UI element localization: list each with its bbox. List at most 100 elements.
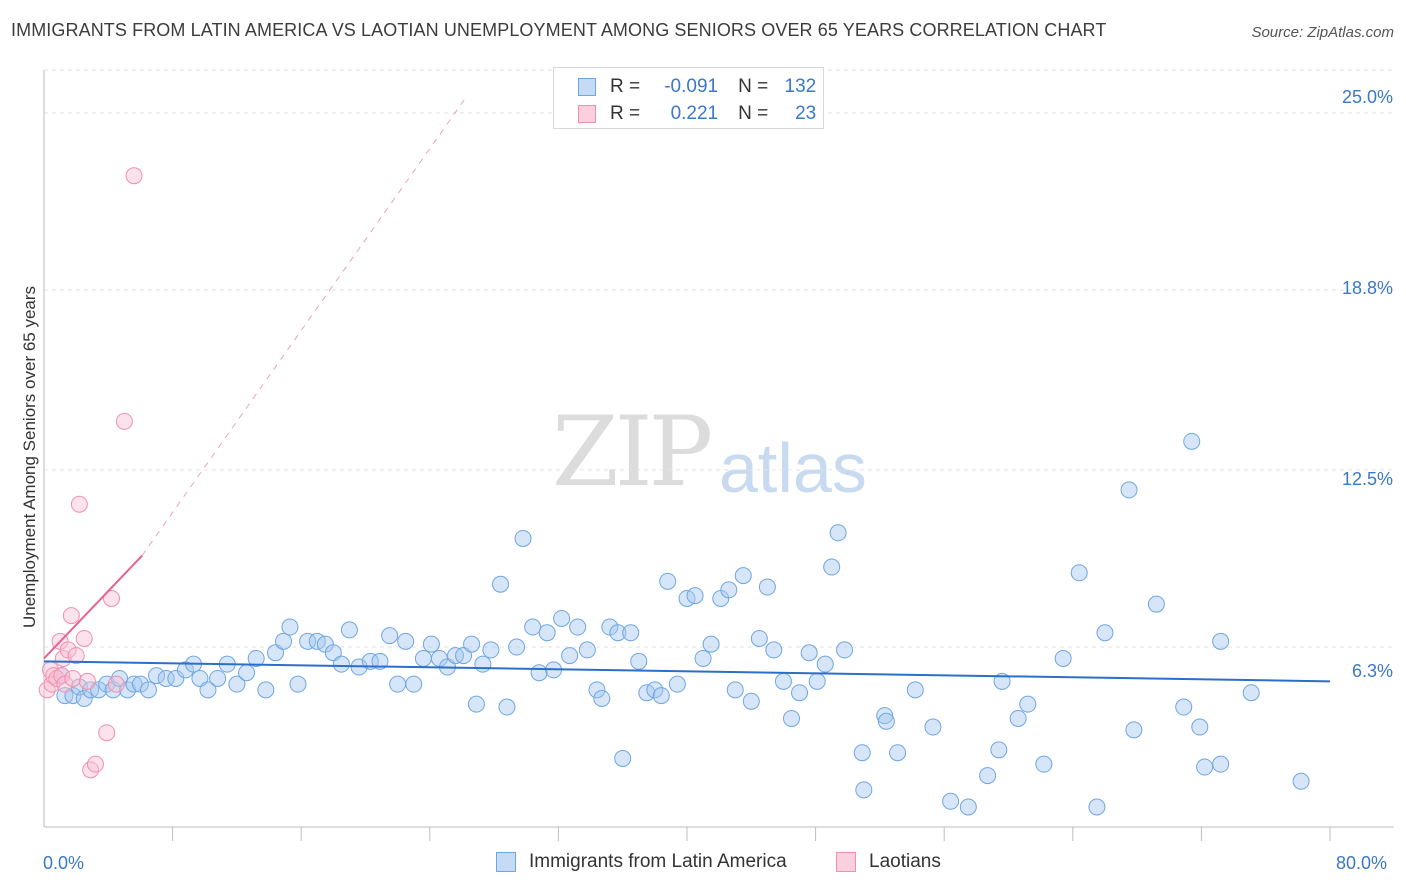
data-point-latin-america xyxy=(609,624,627,642)
data-point-latin-america xyxy=(652,687,670,705)
data-point-latin-america xyxy=(889,744,907,762)
data-point-laotians xyxy=(78,672,96,690)
data-point-latin-america xyxy=(257,681,275,699)
chart-title: IMMIGRANTS FROM LATIN AMERICA VS LAOTIAN… xyxy=(11,20,1107,40)
watermark-atlas: atlas xyxy=(719,429,867,507)
data-point-latin-america xyxy=(614,749,632,767)
y-tick-label-12-5: 12.5% xyxy=(1341,469,1393,489)
data-point-latin-america xyxy=(959,798,977,816)
data-point-laotians xyxy=(62,607,80,625)
data-point-latin-america xyxy=(702,635,720,653)
data-point-laotians xyxy=(82,761,100,779)
data-point-laotians xyxy=(75,629,93,647)
y-tick-label-18-8: 18.8% xyxy=(1341,278,1393,298)
data-point-latin-america xyxy=(876,707,894,725)
legend-r-label: R = xyxy=(610,76,641,97)
data-point-latin-america xyxy=(1292,772,1310,790)
data-point-latin-america xyxy=(289,675,307,693)
legend-n-value: 132 xyxy=(784,76,817,97)
data-point-latin-america xyxy=(1070,564,1088,582)
y-tick-label-6-3: 6.3% xyxy=(1351,661,1393,681)
data-point-latin-america xyxy=(514,529,532,547)
data-point-latin-america xyxy=(686,587,704,605)
data-point-latin-america xyxy=(467,695,485,713)
data-point-laotians xyxy=(70,495,88,513)
data-point-latin-america xyxy=(75,689,93,707)
data-point-laotians xyxy=(64,669,82,687)
data-point-latin-america xyxy=(199,681,217,699)
legend-n-label: N = xyxy=(738,103,769,124)
data-point-latin-america xyxy=(942,792,960,810)
data-point-latin-america xyxy=(1183,432,1201,450)
data-point-latin-america xyxy=(1196,758,1214,776)
data-point-latin-america xyxy=(782,709,800,727)
data-point-latin-america xyxy=(646,681,664,699)
data-point-laotians xyxy=(98,724,116,742)
x-tick-label-max: 80.0% xyxy=(1336,853,1388,873)
y-tick-label-25-0: 25.0% xyxy=(1341,87,1393,107)
data-point-latin-america xyxy=(742,692,760,710)
data-point-latin-america xyxy=(593,689,611,707)
data-point-latin-america xyxy=(1019,695,1037,713)
data-point-laotians xyxy=(53,667,71,685)
data-point-latin-america xyxy=(498,698,516,716)
data-point-latin-america xyxy=(1147,595,1165,613)
data-point-latin-america xyxy=(800,644,818,662)
data-point-latin-america xyxy=(299,632,317,650)
data-point-latin-america xyxy=(1054,649,1072,667)
trend-line-laotians-extended xyxy=(141,98,466,556)
data-point-latin-america xyxy=(1191,718,1209,736)
legend-r-label: R = xyxy=(610,103,641,124)
legend-swatch-blue xyxy=(578,78,596,96)
data-point-latin-america xyxy=(157,669,175,687)
data-point-latin-america xyxy=(389,675,407,693)
data-point-latin-america xyxy=(765,641,783,659)
data-point-latin-america xyxy=(119,681,137,699)
bottom-legend-laotians: Laotians xyxy=(836,851,941,873)
legend-row-laotians: R = 0.221 N = 23 xyxy=(554,100,816,128)
data-point-latin-america xyxy=(668,675,686,693)
data-point-latin-america xyxy=(238,664,256,682)
data-point-laotians xyxy=(38,681,56,699)
data-point-latin-america xyxy=(125,675,143,693)
data-point-latin-america xyxy=(906,681,924,699)
data-point-latin-america xyxy=(561,647,579,665)
data-point-latin-america xyxy=(924,718,942,736)
data-point-laotians xyxy=(103,589,121,607)
correlation-legend: R = -0.091 N = 132 R = 0.221 N = 23 xyxy=(553,67,824,129)
data-point-latin-america xyxy=(371,652,389,670)
data-point-latin-america xyxy=(829,524,847,542)
data-point-latin-america xyxy=(990,741,1008,759)
data-point-latin-america xyxy=(726,681,744,699)
data-point-latin-america xyxy=(463,635,481,653)
data-point-latin-america xyxy=(750,629,768,647)
data-point-latin-america xyxy=(720,581,738,599)
data-point-latin-america xyxy=(530,664,548,682)
data-point-latin-america xyxy=(492,575,510,593)
y-axis-label: Unemployment Among Seniors over 65 years xyxy=(20,285,39,629)
data-point-latin-america xyxy=(209,669,227,687)
data-point-latin-america xyxy=(275,632,293,650)
bottom-legend-latin-america: Immigrants from Latin America xyxy=(496,851,787,873)
legend-r-value: -0.091 xyxy=(664,76,719,97)
data-point-latin-america xyxy=(553,609,571,627)
data-point-latin-america xyxy=(340,621,358,639)
data-point-latin-america xyxy=(281,618,299,636)
data-point-latin-america xyxy=(694,649,712,667)
data-point-latin-america xyxy=(247,649,265,667)
data-point-latin-america xyxy=(474,655,492,673)
bottom-legend-swatch-pink xyxy=(836,852,856,872)
legend-swatch-pink xyxy=(578,105,596,123)
data-point-latin-america xyxy=(855,781,873,799)
data-point-latin-america xyxy=(381,627,399,645)
data-point-latin-america xyxy=(823,558,841,576)
data-point-latin-america xyxy=(1088,798,1106,816)
legend-r-value: 0.221 xyxy=(670,103,719,124)
legend-row-latin-america: R = -0.091 N = 132 xyxy=(554,73,816,101)
data-point-latin-america xyxy=(659,572,677,590)
data-point-latin-america xyxy=(405,675,423,693)
data-point-latin-america xyxy=(422,635,440,653)
data-point-latin-america xyxy=(578,641,596,659)
trend-line-laotians xyxy=(43,554,143,660)
